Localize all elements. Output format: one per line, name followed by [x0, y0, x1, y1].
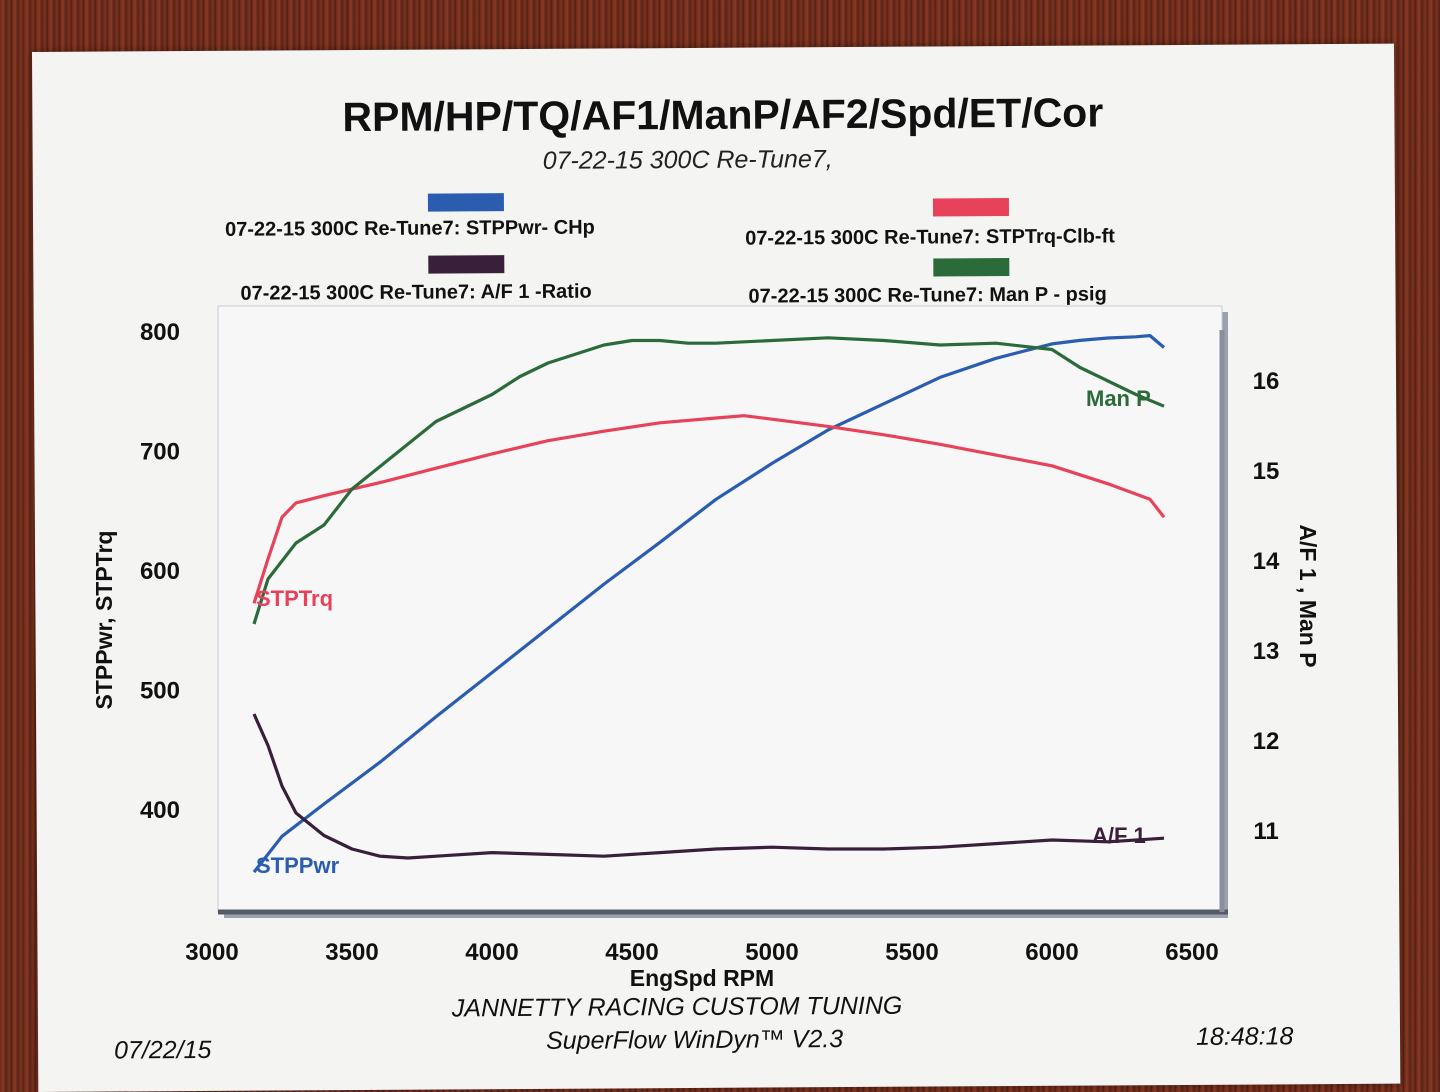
y-right-axis-label: A/F 1 , Man P	[1295, 524, 1321, 667]
y-right-tick-label: 16	[1253, 368, 1280, 395]
y-right-tick-label: 13	[1253, 638, 1280, 665]
x-tick-label: 3500	[325, 939, 378, 966]
annotation-af1: A/F 1	[1092, 823, 1146, 848]
x-tick-label: 5500	[885, 939, 938, 966]
y-right-tick-label: 15	[1253, 458, 1280, 485]
x-tick-label: 3000	[185, 939, 238, 966]
y-left-axis-label: STPPwr, STPTrq	[91, 531, 117, 710]
x-axis-label: EngSpd RPM	[630, 965, 774, 991]
torque-series-line	[252, 414, 1166, 604]
y-left-tick-label: 400	[140, 797, 180, 824]
annotation-stptrq: STPTrq	[256, 586, 333, 611]
power-series-line	[252, 334, 1166, 874]
annotation-manp: Man P	[1086, 386, 1151, 411]
x-tick-label: 6500	[1165, 939, 1218, 966]
y-right-tick-label: 11	[1253, 818, 1278, 845]
annotation-stppwr: STPPwr	[256, 853, 340, 878]
y-left-tick-label: 800	[140, 319, 180, 346]
x-tick-label: 6000	[1025, 939, 1078, 966]
y-right-tick-label: 14	[1253, 548, 1280, 575]
af1-series-line	[252, 713, 1165, 860]
y-right-tick-label: 12	[1253, 728, 1280, 755]
plot-area	[217, 305, 1223, 913]
manp-series-line	[252, 336, 1165, 625]
x-tick-label: 5000	[745, 939, 798, 966]
y-left-tick-label: 500	[140, 678, 180, 705]
y-left-tick-label: 700	[140, 439, 180, 466]
x-tick-label: 4000	[465, 939, 518, 966]
x-tick-label: 4500	[605, 939, 658, 966]
y-left-tick-label: 600	[140, 558, 180, 585]
